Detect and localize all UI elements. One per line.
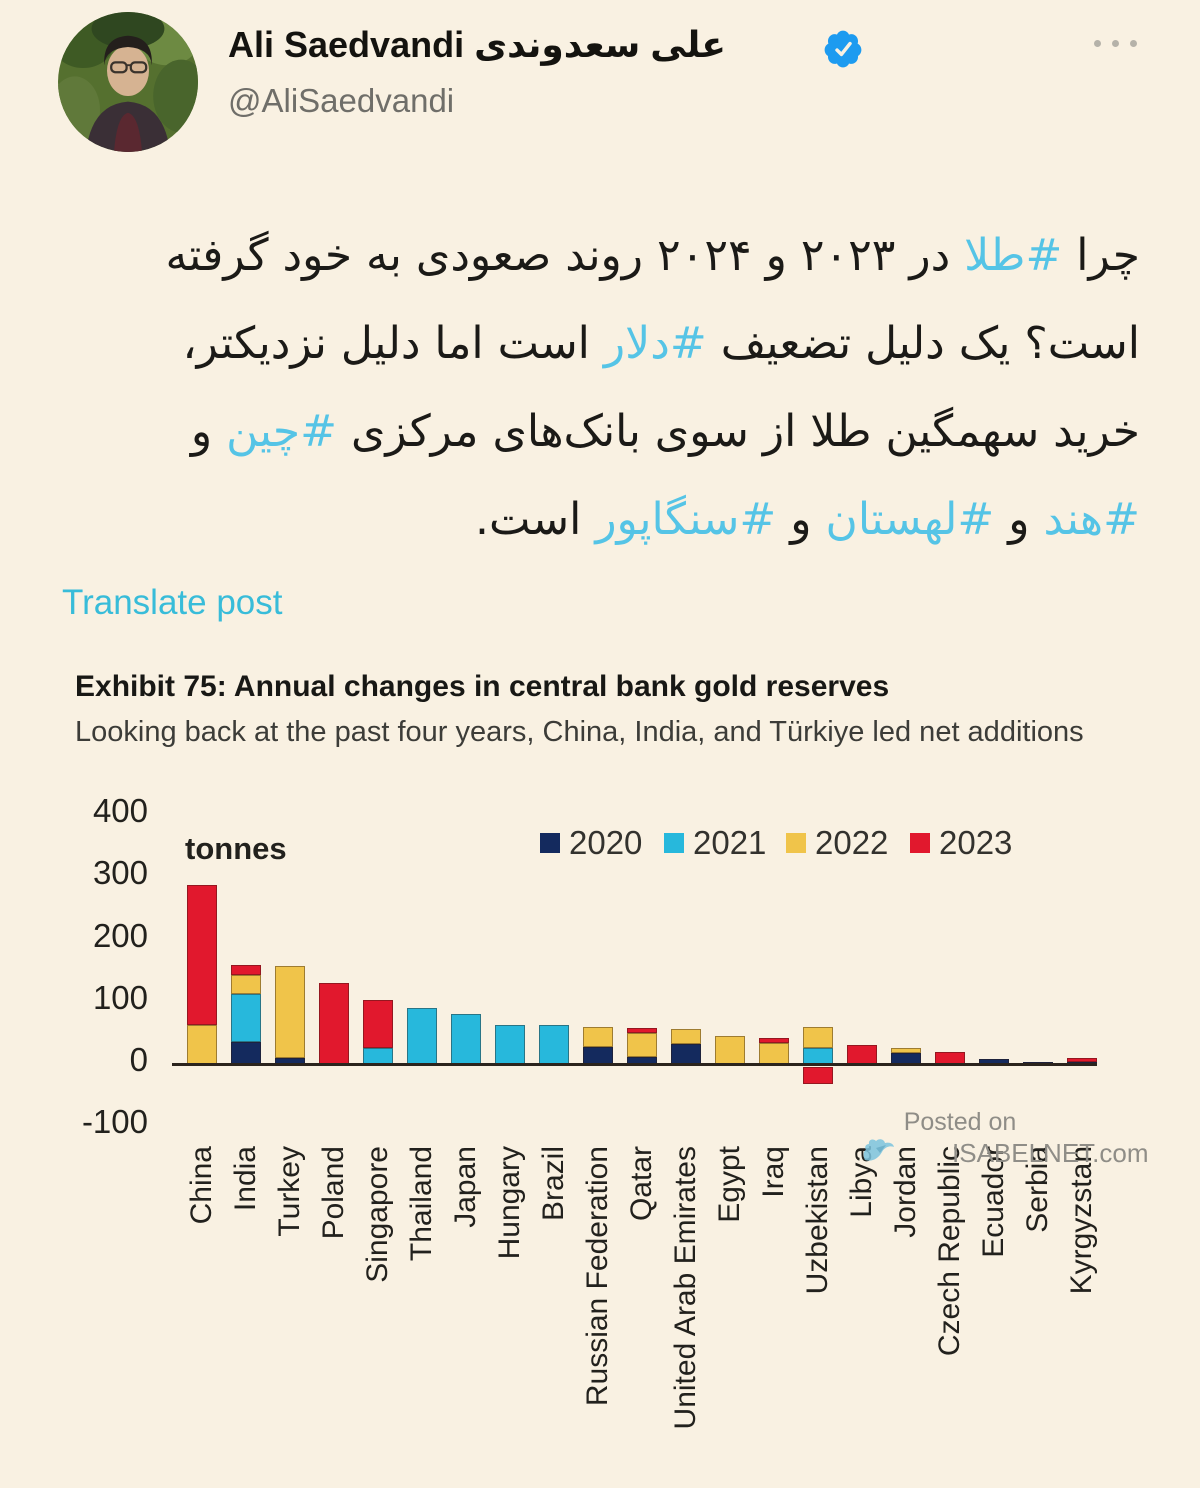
legend-swatch <box>910 833 930 853</box>
bar-segment-uzbekistan-2023 <box>803 1067 833 1085</box>
x-axis-label-text: Brazil <box>537 1146 570 1222</box>
bar-segment-qatar-2022 <box>627 1032 657 1057</box>
watermark-isabelnet: ISABELNET.com <box>952 1138 1149 1168</box>
x-axis-label-text: Singapore <box>361 1146 394 1283</box>
text-run: است اما دلیل نزدیکتر، <box>182 318 604 369</box>
x-axis-label-text: Russian Federation <box>581 1146 614 1407</box>
chart-subtitle: Looking back at the past four years, Chi… <box>75 716 1084 748</box>
text-run: است؟ یک دلیل تضعیف <box>706 318 1140 369</box>
user-handle[interactable]: @AliSaedvandi <box>228 82 455 119</box>
legend-item-2020: 2020 <box>540 824 642 862</box>
tweet-line: #هند و #لهستان و #سنگاپور است. <box>60 476 1140 564</box>
x-axis-label-text: Hungary <box>493 1146 526 1260</box>
y-tick-label: 100 <box>92 978 148 1016</box>
bar-segment-united-arab-emirates-2022 <box>671 1028 701 1045</box>
x-axis-label-text: Turkey <box>273 1146 306 1237</box>
bar-segment-iraq-2022 <box>759 1042 789 1064</box>
legend-label: 2020 <box>569 824 643 861</box>
text-run: خرید سهمگین طلا از سوی بانک‌های مرکزی <box>337 406 1140 457</box>
bar-segment-libya-2023 <box>847 1045 877 1064</box>
legend-item-2021: 2021 <box>664 824 766 862</box>
tweet-line: است؟ یک دلیل تضعیف #دلار است اما دلیل نز… <box>60 300 1140 388</box>
x-axis-label-text: Poland <box>317 1146 350 1240</box>
bar-segment-thailand-2021 <box>407 1008 437 1064</box>
x-axis-label-text: Japan <box>449 1146 482 1228</box>
bar-segment-india-2021 <box>231 993 261 1043</box>
avatar[interactable] <box>58 12 198 152</box>
text-run: است. <box>475 494 596 545</box>
bar-segment-india-2022 <box>231 975 261 994</box>
x-axis-label-text: China <box>185 1146 218 1225</box>
x-axis-label-text: Egypt <box>713 1146 746 1223</box>
bar-segment-singapore-2021 <box>363 1047 393 1064</box>
x-axis-line <box>172 1063 1097 1066</box>
bar-segment-russian-federation-2022 <box>583 1027 613 1047</box>
x-axis-label-text: Iraq <box>757 1146 790 1198</box>
y-tick-label: 200 <box>92 916 148 954</box>
bar-segment-japan-2021 <box>451 1013 481 1064</box>
y-tick-label: 300 <box>92 854 148 892</box>
bar-segment-iraq-2023 <box>759 1037 789 1043</box>
chart-title: Exhibit 75: Annual changes in central ba… <box>75 670 890 703</box>
y-tick-label: -100 <box>81 1103 148 1141</box>
hashtag-link[interactable]: #هند <box>1043 494 1140 545</box>
bar-segment-uzbekistan-2022 <box>803 1026 833 1049</box>
x-axis-label-text: Thailand <box>405 1146 438 1262</box>
legend-item-2022: 2022 <box>786 824 888 862</box>
text-run: و <box>994 494 1044 545</box>
x-axis-label-text: United Arab Emirates <box>669 1146 702 1430</box>
bar-segment-india-2023 <box>231 965 261 976</box>
bar-segment-singapore-2023 <box>363 999 393 1048</box>
verified-badge-icon <box>824 30 862 68</box>
legend-label: 2023 <box>939 824 1013 861</box>
hashtag-link[interactable]: #دلار <box>603 318 707 369</box>
x-axis-label-text: Qatar <box>625 1146 658 1222</box>
bar-segment-china-2022 <box>187 1025 217 1064</box>
tweet-line: خرید سهمگین طلا از سوی بانک‌های مرکزی #چ… <box>60 388 1140 476</box>
bar-segment-uzbekistan-2021 <box>803 1048 833 1064</box>
legend-swatch <box>540 833 560 853</box>
legend-label: 2021 <box>693 824 767 861</box>
legend-item-2023: 2023 <box>910 824 1012 862</box>
bar-segment-jordan-2022 <box>891 1047 921 1053</box>
hashtag-link[interactable]: #سنگاپور <box>595 494 777 545</box>
x-axis-label-text: India <box>229 1146 262 1212</box>
bar-segment-turkey-2022 <box>275 965 305 1058</box>
display-name[interactable]: Ali Saedvandi علی سعدوندی <box>228 24 726 65</box>
legend-swatch <box>664 833 684 853</box>
bar-segment-hungary-2021 <box>495 1024 525 1064</box>
bar-segment-brazil-2021 <box>539 1025 569 1064</box>
more-menu-icon[interactable] <box>1094 40 1137 47</box>
bar-segment-poland-2023 <box>319 983 349 1064</box>
tweet-text: چرا #طلا در ۲۰۲۳ و ۲۰۲۴ روند صعودی به خو… <box>60 212 1140 564</box>
bar-segment-qatar-2023 <box>627 1027 657 1033</box>
bar-segment-india-2020 <box>231 1042 261 1064</box>
bar-segment-china-2023 <box>187 885 217 1026</box>
tweet-line: چرا #طلا در ۲۰۲۳ و ۲۰۲۴ روند صعودی به خو… <box>60 212 1140 300</box>
x-axis-label-text: Uzbekistan <box>801 1146 834 1295</box>
y-tick-label: 0 <box>129 1041 148 1078</box>
y-tick-label: 400 <box>92 792 148 830</box>
hashtag-link[interactable]: #چین <box>226 406 337 457</box>
text-run: در ۲۰۲۳ و ۲۰۲۴ روند صعودی به خود گرفته <box>165 230 965 281</box>
bar-segment-united-arab-emirates-2020 <box>671 1044 701 1064</box>
legend-swatch <box>786 833 806 853</box>
legend-label: 2022 <box>815 824 889 861</box>
chart-unit-label: tonnes <box>185 831 287 866</box>
bar-segment-russian-federation-2020 <box>583 1046 613 1064</box>
x-axis-label-text: Czech Republic <box>933 1146 966 1357</box>
text-run: و <box>776 494 826 545</box>
translate-post-link[interactable]: Translate post <box>62 583 283 622</box>
watermark-posted-on: Posted on <box>903 1108 1017 1136</box>
text-run: چرا <box>1062 230 1140 281</box>
bar-segment-egypt-2022 <box>715 1036 745 1064</box>
avatar-photo <box>58 12 198 152</box>
text-run: و <box>190 406 227 457</box>
hashtag-link[interactable]: #لهستان <box>825 494 995 545</box>
twitter-bird-icon <box>863 1139 894 1161</box>
bar-segment-kyrgyzstan-2023 <box>1067 1057 1097 1062</box>
hashtag-link[interactable]: #طلا <box>964 230 1063 281</box>
